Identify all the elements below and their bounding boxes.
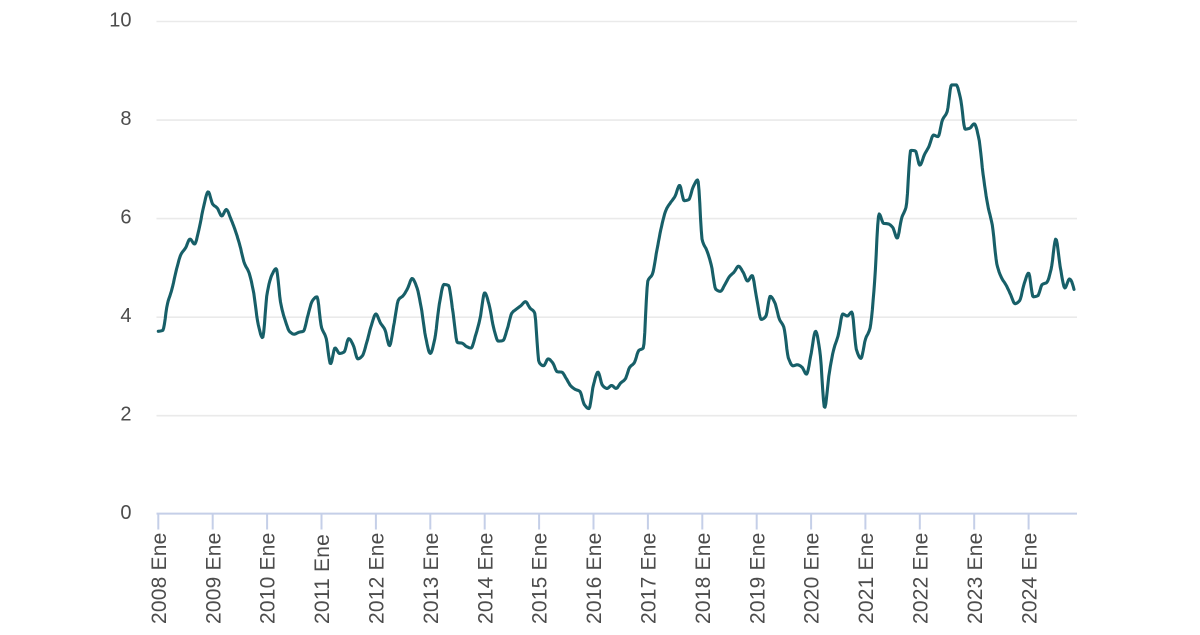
svg-text:4: 4 xyxy=(120,305,131,327)
svg-text:2017 Ene: 2017 Ene xyxy=(638,532,661,624)
svg-text:2023 Ene: 2023 Ene xyxy=(964,532,987,624)
svg-text:2021 Ene: 2021 Ene xyxy=(855,532,878,624)
svg-text:2018 Ene: 2018 Ene xyxy=(692,532,715,624)
svg-text:2020 Ene: 2020 Ene xyxy=(801,532,824,624)
svg-text:2010 Ene: 2010 Ene xyxy=(257,532,280,624)
svg-text:8: 8 xyxy=(120,108,131,130)
svg-text:2016 Ene: 2016 Ene xyxy=(583,532,606,624)
svg-text:2019 Ene: 2019 Ene xyxy=(746,532,769,624)
svg-text:2013 Ene: 2013 Ene xyxy=(420,532,443,624)
svg-text:2022 Ene: 2022 Ene xyxy=(910,532,933,624)
svg-text:2: 2 xyxy=(120,404,131,426)
svg-text:2008 Ene: 2008 Ene xyxy=(148,532,171,624)
svg-text:0: 0 xyxy=(120,502,131,524)
svg-text:2011 Ene: 2011 Ene xyxy=(311,534,334,624)
svg-text:2014 Ene: 2014 Ene xyxy=(474,532,497,624)
svg-text:2009 Ene: 2009 Ene xyxy=(202,532,225,624)
svg-text:2024 Ene: 2024 Ene xyxy=(1018,532,1041,624)
svg-text:10: 10 xyxy=(109,9,131,31)
svg-text:2015 Ene: 2015 Ene xyxy=(529,532,552,624)
svg-text:6: 6 xyxy=(120,206,131,228)
svg-text:2012 Ene: 2012 Ene xyxy=(366,532,389,624)
